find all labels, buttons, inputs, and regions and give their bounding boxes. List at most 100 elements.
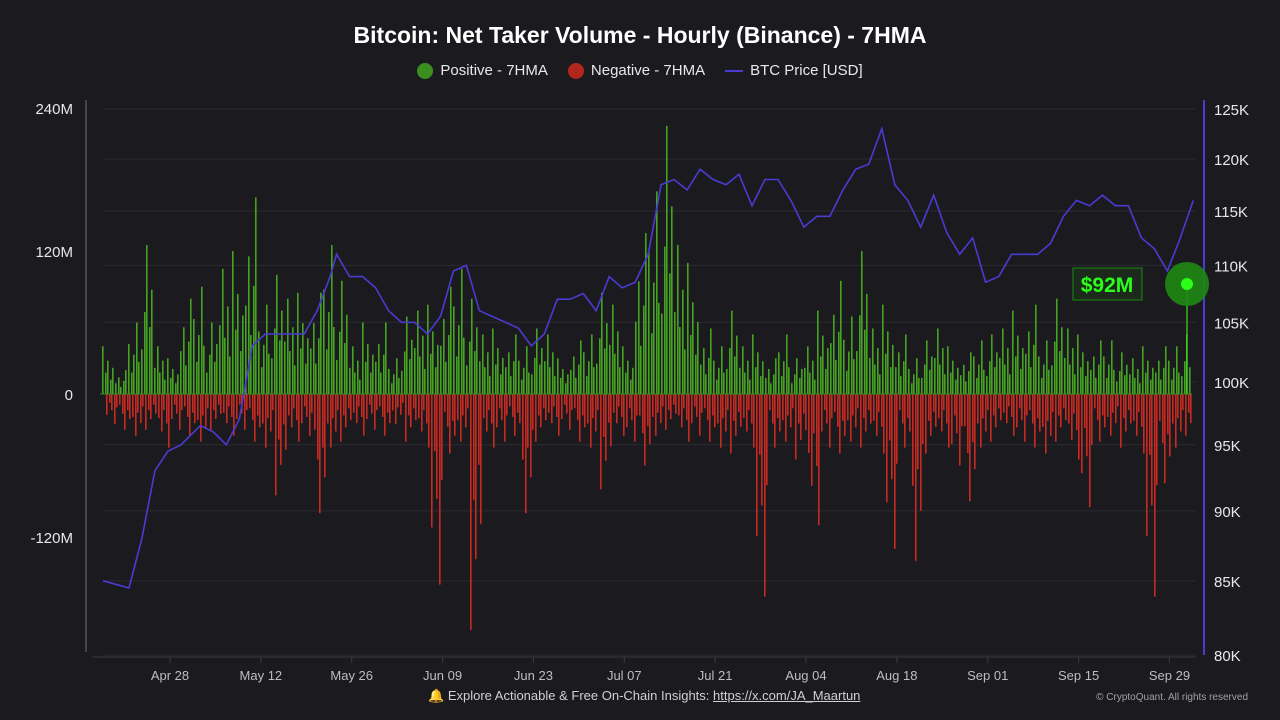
positive-bar (1033, 344, 1035, 394)
negative-bar (1151, 394, 1153, 506)
negative-bar (392, 394, 394, 411)
positive-bar (921, 377, 923, 394)
negative-bar (751, 394, 753, 424)
right-tick-label: 100K (1214, 375, 1249, 392)
negative-bar (673, 394, 675, 405)
positive-bar (112, 367, 114, 394)
negative-bar (545, 394, 547, 421)
positive-bar (950, 372, 952, 394)
positive-bar (1106, 377, 1108, 394)
positive-bar (370, 372, 372, 394)
positive-bar (809, 372, 811, 394)
negative-bar (465, 394, 467, 428)
negative-bar (389, 394, 391, 424)
positive-bar (307, 338, 309, 394)
negative-bar (252, 394, 254, 421)
positive-bar (419, 356, 421, 394)
positive-bar (196, 361, 198, 394)
positive-bar (245, 305, 247, 394)
negative-bar (909, 394, 911, 432)
positive-bar (469, 341, 471, 394)
negative-bar (733, 394, 735, 421)
negative-bar (267, 394, 269, 419)
positive-bar (929, 369, 931, 394)
negative-bar (753, 394, 755, 448)
positive-bar (596, 363, 598, 394)
negative-bar (210, 394, 212, 430)
positive-bar (575, 377, 577, 394)
positive-bar (973, 356, 975, 394)
negative-bar (153, 394, 155, 405)
negative-bar (558, 394, 560, 436)
x-tick-label: Jul 07 (607, 668, 642, 683)
x-tick-label: Jun 23 (514, 668, 553, 683)
positive-bar (193, 318, 195, 394)
negative-bar (228, 394, 230, 407)
negative-bar (1011, 394, 1013, 417)
negative-bar (1099, 394, 1101, 442)
positive-bar (695, 354, 697, 394)
negative-bar (946, 394, 948, 424)
negative-bar (941, 394, 943, 432)
negative-bar (709, 394, 711, 442)
negative-bar (301, 394, 303, 424)
positive-bar (827, 348, 829, 394)
positive-bar (1087, 361, 1089, 394)
positive-bar (378, 343, 380, 394)
negative-bar (350, 394, 352, 421)
x-tick-label: Jun 09 (423, 668, 462, 683)
legend-negative[interactable]: Negative - 7HMA (567, 62, 705, 79)
positive-bar (326, 349, 328, 394)
negative-bar (254, 394, 256, 442)
positive-bar (372, 354, 374, 394)
positive-bar (586, 376, 588, 394)
negative-bar (1026, 394, 1028, 416)
right-tick-label: 90K (1214, 504, 1241, 521)
bell-icon: 🔔 (428, 688, 445, 703)
negative-bar (423, 394, 425, 411)
positive-bar (851, 316, 853, 394)
positive-bar (487, 352, 489, 394)
positive-bar (677, 245, 679, 394)
negative-bar (504, 394, 506, 442)
negative-bar (106, 394, 108, 415)
negative-bar (868, 394, 870, 411)
positive-bar (1004, 364, 1006, 394)
negative-bar (428, 394, 430, 448)
positive-bar (219, 325, 221, 394)
positive-bar (713, 360, 715, 394)
positive-bar (885, 353, 887, 394)
positive-bar (817, 310, 819, 394)
legend-price[interactable]: BTC Price [USD] (725, 62, 863, 79)
positive-bar (466, 365, 468, 394)
positive-bar (1150, 379, 1152, 394)
negative-bar (746, 394, 748, 432)
footer-link[interactable]: https://x.com/JA_Maartun (713, 688, 861, 703)
positive-bar (474, 351, 476, 394)
positive-bar (539, 364, 541, 394)
negative-bar (155, 394, 157, 414)
negative-bar (769, 394, 771, 411)
negative-bar (124, 394, 126, 430)
negative-bar (980, 394, 982, 448)
negative-bar (332, 394, 334, 419)
legend-positive[interactable]: Positive - 7HMA (417, 62, 548, 79)
negative-bar (857, 394, 859, 409)
positive-bar (664, 246, 666, 394)
positive-bar (916, 358, 918, 394)
positive-bar (528, 372, 530, 394)
positive-bar (838, 331, 840, 394)
negative-bar (353, 394, 355, 413)
negative-bar (207, 394, 209, 409)
negative-bar (1175, 394, 1177, 448)
positive-bar (947, 346, 949, 394)
positive-bar (136, 322, 138, 394)
negative-bar (720, 394, 722, 448)
positive-bar (172, 368, 174, 394)
negative-bar (876, 394, 878, 436)
positive-bar (937, 328, 939, 394)
positive-bar (1152, 367, 1154, 394)
positive-bar (986, 376, 988, 394)
positive-bar (430, 353, 432, 394)
positive-bar (1082, 352, 1084, 394)
